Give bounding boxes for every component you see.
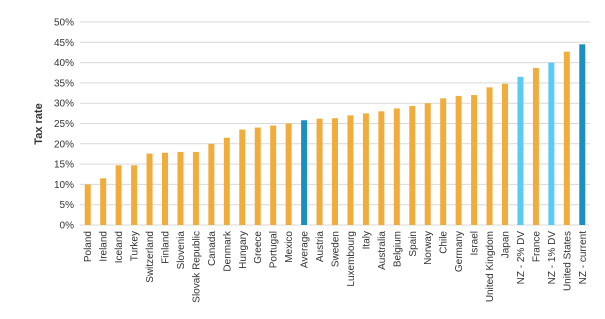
x-tick-label: France <box>531 231 542 263</box>
bar <box>301 120 308 225</box>
bar <box>285 123 292 225</box>
bar <box>347 115 354 225</box>
x-tick-label: Italy <box>361 231 372 249</box>
y-axis-label: Tax rate <box>33 103 45 144</box>
bar <box>471 95 478 225</box>
x-tick-label: Portugal <box>269 231 280 268</box>
bar <box>223 137 230 225</box>
x-tick-label: Hungary <box>238 231 249 269</box>
bar <box>332 118 338 225</box>
bar <box>532 67 539 226</box>
bar <box>393 108 400 225</box>
bar <box>579 44 586 225</box>
x-tick-label: NZ - 1% DV <box>547 231 558 285</box>
bar <box>84 184 91 225</box>
x-tick-label: Finland <box>161 231 172 264</box>
y-tick-label: 20% <box>54 139 74 150</box>
x-tick-label: Japan <box>501 231 512 258</box>
bar <box>131 165 138 225</box>
x-tick-label: Spain <box>408 231 419 257</box>
x-tick-label: Denmark <box>222 230 233 272</box>
y-tick-label: 40% <box>54 58 74 69</box>
x-tick-label: Chile <box>439 231 450 254</box>
x-tick-label: Average <box>300 231 311 269</box>
x-tick-label: Canada <box>207 231 218 266</box>
y-tick-label: 15% <box>54 160 74 171</box>
y-tick-label: 10% <box>54 180 74 191</box>
y-tick-label: 45% <box>54 38 74 49</box>
bar <box>100 178 107 225</box>
y-tick-label: 5% <box>60 200 75 211</box>
bar <box>162 152 168 225</box>
y-tick-label: 25% <box>54 119 74 130</box>
y-tick-label: 30% <box>54 99 74 110</box>
x-tick-label: Switzerland <box>145 231 156 283</box>
x-tick-label: Mexico <box>284 231 295 263</box>
x-tick-label: Israel <box>470 231 481 255</box>
x-tick-label: Slovak Republic <box>191 231 202 303</box>
bar <box>378 111 385 225</box>
bar <box>548 62 555 225</box>
x-tick-label: Australia <box>377 231 388 270</box>
x-tick-label: Turkey <box>130 231 141 261</box>
x-tick-label: United Kingdom <box>485 231 496 302</box>
bar <box>440 98 447 225</box>
bar <box>192 151 199 225</box>
x-tick-label: United States <box>562 231 573 291</box>
x-tick-label: NZ - 2% DV <box>516 231 527 285</box>
bar <box>517 76 524 225</box>
x-tick-label: Austria <box>315 231 326 263</box>
bar <box>424 103 431 225</box>
x-tick-label: Iceland <box>114 231 125 263</box>
x-tick-label: Greece <box>253 231 264 264</box>
bar <box>239 129 246 225</box>
bar <box>362 113 369 225</box>
bar <box>146 153 153 225</box>
bar <box>177 151 184 225</box>
bar <box>486 87 493 225</box>
x-tick-label: Slovenia <box>176 231 187 270</box>
bar <box>254 127 261 225</box>
bar <box>563 51 570 225</box>
y-tick-label: 35% <box>54 78 74 89</box>
x-tick-label: Norway <box>423 231 434 265</box>
x-tick-label: Ireland <box>99 231 110 262</box>
x-tick-label: NZ - current <box>578 231 589 285</box>
x-tick-label: Luxembourg <box>346 231 357 287</box>
bar <box>115 165 122 225</box>
y-tick-label: 50% <box>54 18 74 29</box>
bar <box>502 83 508 225</box>
bar <box>455 95 462 225</box>
x-tick-label: Belgium <box>392 231 403 267</box>
bar <box>316 118 323 225</box>
bar <box>409 106 416 225</box>
bar <box>270 125 277 225</box>
x-tick-label: Germany <box>454 231 465 272</box>
bar <box>208 143 215 225</box>
x-tick-label: Poland <box>83 231 94 262</box>
x-tick-label: Sweden <box>331 231 342 267</box>
y-tick-label: 0% <box>60 221 75 232</box>
